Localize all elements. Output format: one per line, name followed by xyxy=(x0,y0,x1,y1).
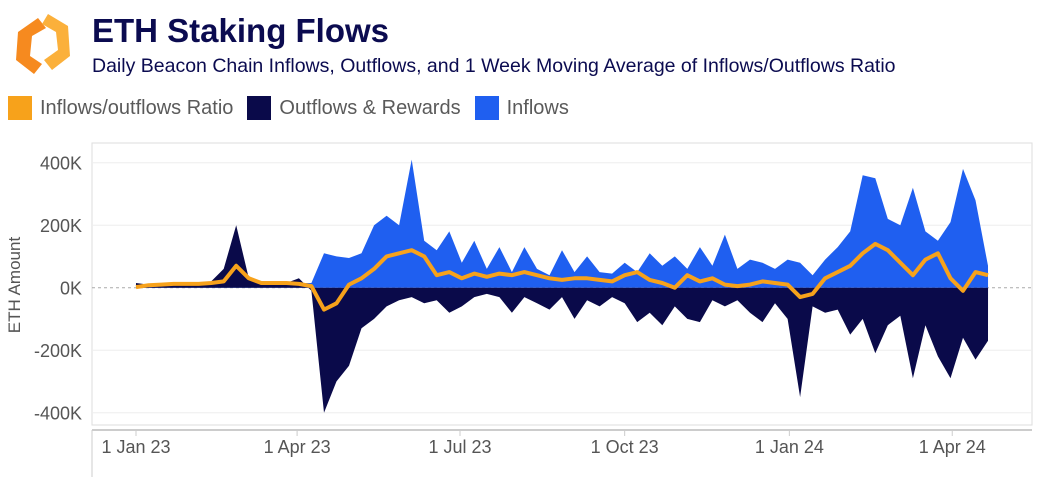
inflows-area xyxy=(136,159,989,288)
legend-swatch-outflows xyxy=(247,96,272,120)
plot-frame xyxy=(91,142,1033,426)
x-tick-label: 1 Apr 24 xyxy=(919,437,986,457)
x-tick-label: 1 Oct 23 xyxy=(591,437,659,457)
legend-swatch-ratio xyxy=(8,96,32,120)
x-tick-label: 1 Jan 23 xyxy=(101,437,170,457)
y-axis-label: ETH Amount xyxy=(5,237,24,334)
y-tick-label: 400K xyxy=(40,154,82,174)
y-tick-label: 0K xyxy=(60,279,82,299)
legend-item-inflows[interactable]: Inflows xyxy=(474,96,569,120)
y-tick-label: 200K xyxy=(40,216,82,236)
legend-label-outflows: Outflows & Rewards xyxy=(279,96,461,119)
y-tick-label: -400K xyxy=(34,404,82,424)
x-tick-label: 1 Jan 24 xyxy=(755,437,824,457)
legend-label-ratio: Inflows/outflows Ratio xyxy=(40,96,234,119)
chart-title: ETH Staking Flows xyxy=(92,12,390,49)
y-tick-label: -200K xyxy=(34,341,82,361)
x-tick-label: 1 Jul 23 xyxy=(428,437,491,457)
legend-label-inflows: Inflows xyxy=(506,96,569,119)
x-tick-label: 1 Apr 23 xyxy=(264,437,331,457)
legend-swatch-inflows xyxy=(474,96,499,120)
logo-icon xyxy=(16,14,70,74)
legend-item-outflows[interactable]: Outflows & Rewards xyxy=(247,96,461,120)
chart-subtitle: Daily Beacon Chain Inflows, Outflows, an… xyxy=(92,55,896,77)
legend-item-ratio[interactable]: Inflows/outflows Ratio xyxy=(8,96,233,120)
legend: Inflows/outflows Ratio Outflows & Reward… xyxy=(8,96,583,120)
